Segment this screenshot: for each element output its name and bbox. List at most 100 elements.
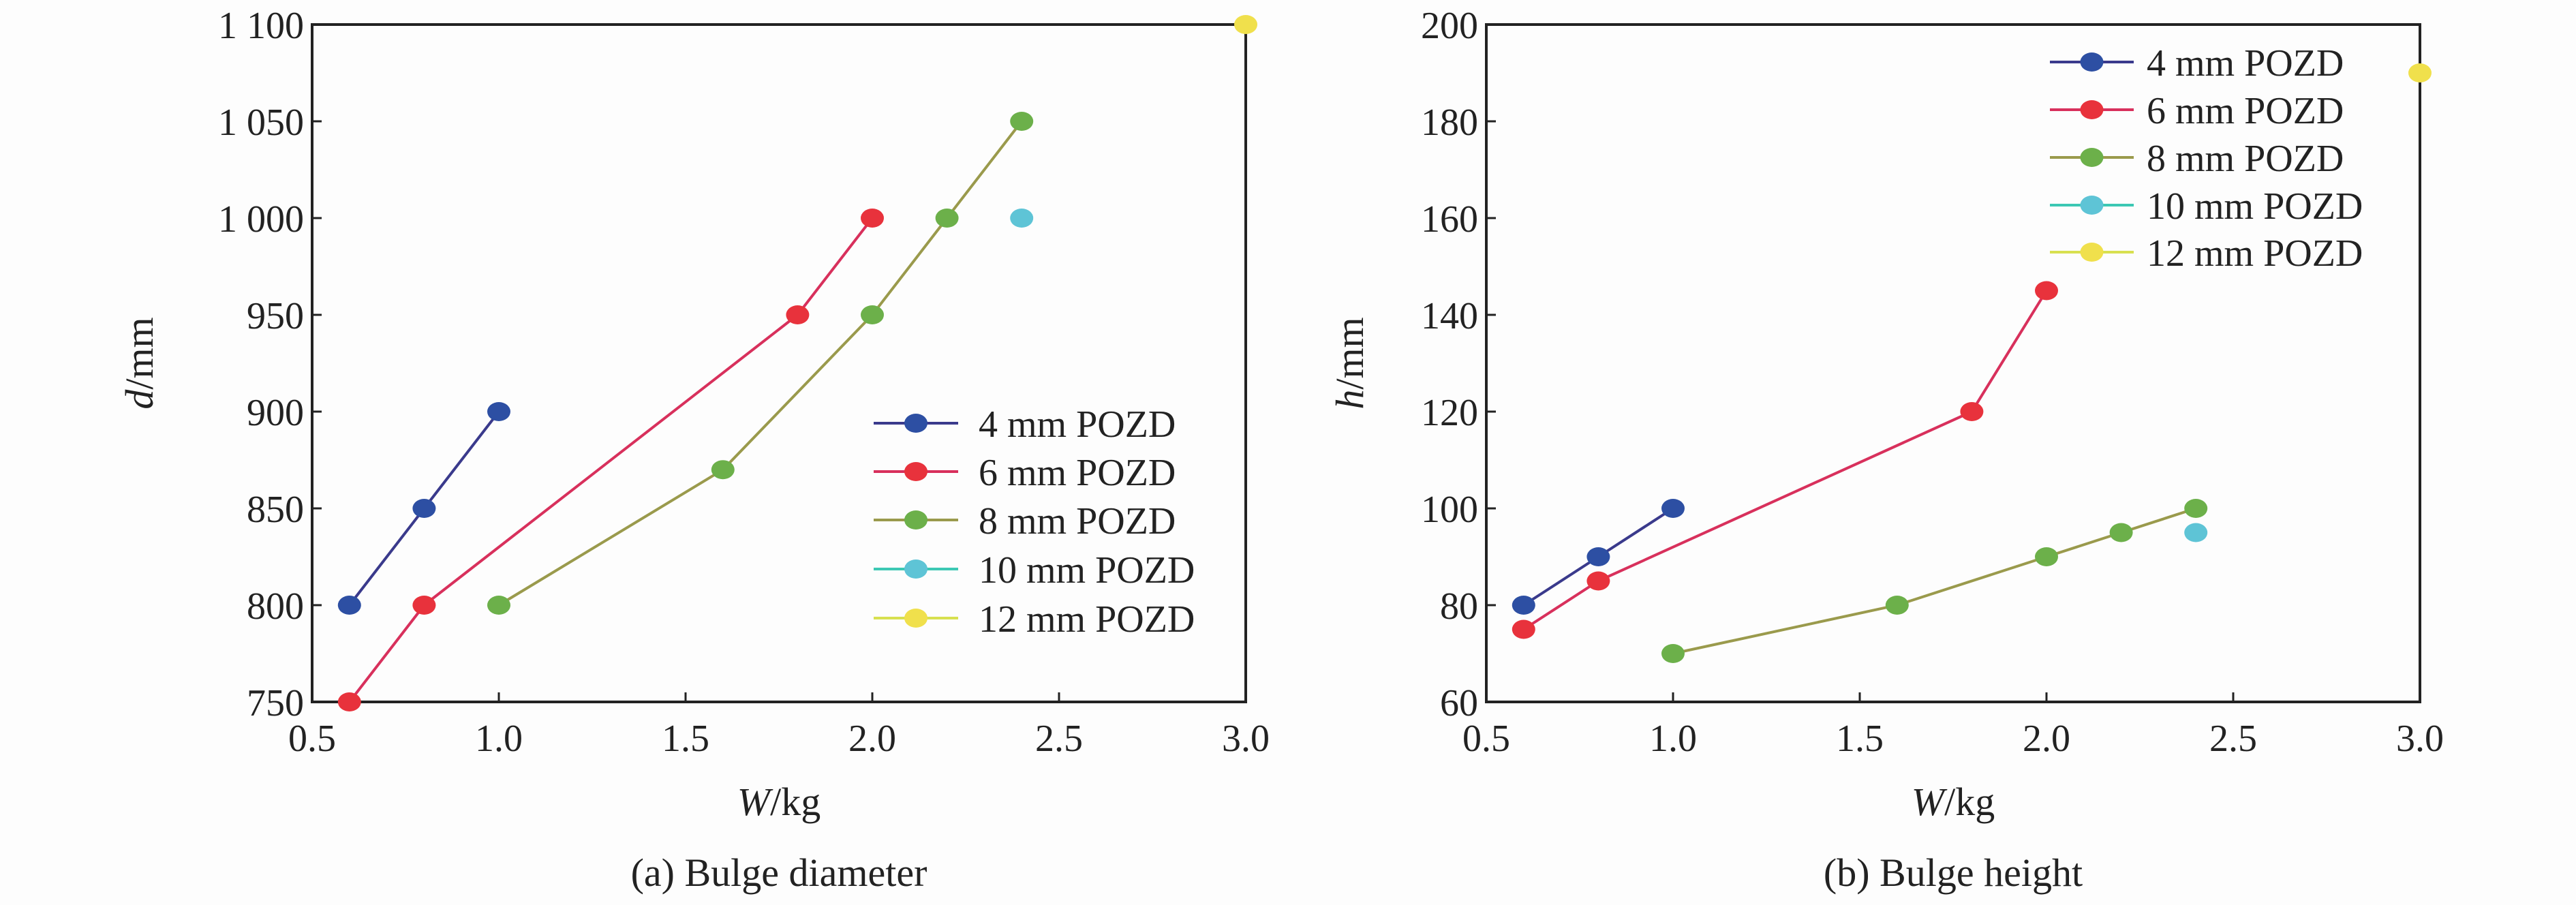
x-axis-label-var: W — [737, 780, 773, 824]
legend-item: 4 mm POZD — [2050, 42, 2344, 85]
legend-label: 4 mm POZD — [2147, 42, 2344, 85]
data-point — [2109, 523, 2133, 542]
chart-panel-a: 0.5 1.0 1.5 2.0 2.5 3.0 750 800 850 900 950 1 000 1 … — [117, 5, 1270, 895]
legend-marker — [2080, 196, 2104, 215]
series-4-mm-pozd — [1512, 499, 1685, 615]
x-axis-label: W/kg — [1912, 780, 1995, 824]
y-tick-label: 1 050 — [218, 102, 304, 144]
data-point — [2035, 281, 2058, 301]
data-point — [2408, 63, 2432, 82]
data-point — [786, 305, 810, 324]
legend-item: 8 mm POZD — [2050, 138, 2344, 180]
x-tick-label: 2.5 — [1035, 718, 1083, 760]
legend-marker — [2080, 100, 2104, 119]
data-point — [1586, 571, 1610, 591]
legend-label: 6 mm POZD — [2147, 90, 2344, 132]
data-point — [1010, 112, 1034, 131]
series-line — [1522, 290, 2048, 631]
legend-label: 12 mm POZD — [2147, 232, 2363, 275]
data-point — [2184, 499, 2208, 518]
legend-marker — [2080, 243, 2104, 262]
data-point — [487, 402, 510, 421]
legend-item: 4 mm POZD — [874, 403, 1176, 446]
legend-label: 4 mm POZD — [979, 403, 1176, 446]
data-point — [1661, 644, 1685, 663]
legend-marker — [904, 510, 927, 530]
data-point — [412, 499, 436, 518]
y-tick-label: 1 000 — [218, 198, 304, 241]
y-axis-label-var: h — [1328, 390, 1372, 410]
data-point — [487, 596, 510, 615]
legend-marker — [2080, 148, 2104, 167]
series-6-mm-pozd — [337, 209, 884, 711]
plot-frame — [1485, 23, 2421, 703]
x-tick-label: 1.0 — [475, 718, 523, 760]
series-10-mm-pozd — [2184, 523, 2208, 542]
legend-label: 8 mm POZD — [2147, 138, 2344, 180]
legend-item: 10 mm POZD — [2050, 185, 2363, 228]
data-point — [861, 209, 884, 228]
series-12-mm-pozd — [1234, 15, 1257, 34]
legend-label: 12 mm POZD — [979, 598, 1195, 641]
x-tick-label: 3.0 — [2396, 718, 2444, 760]
y-tick-label: 140 — [1421, 295, 1478, 337]
y-axis-label: h/mm — [1328, 317, 1372, 409]
series-8-mm-pozd — [487, 112, 1034, 615]
legend-item: 6 mm POZD — [874, 452, 1176, 494]
data-point — [1661, 499, 1685, 518]
series-8-mm-pozd — [1661, 499, 2208, 663]
y-tick-label: 200 — [1421, 5, 1478, 47]
y-tick-label: 900 — [247, 392, 304, 434]
data-point — [861, 305, 884, 324]
data-point — [1234, 15, 1257, 34]
plot-frame — [311, 23, 1247, 703]
data-point — [1010, 209, 1034, 228]
data-point — [935, 209, 959, 228]
x-axis-label-unit: /kg — [770, 780, 821, 824]
legend-label: 6 mm POZD — [979, 452, 1176, 494]
legend-item: 6 mm POZD — [2050, 90, 2344, 132]
series-line — [348, 217, 874, 703]
legend-label: 8 mm POZD — [979, 500, 1176, 542]
y-axis-label-unit: /mm — [1328, 317, 1372, 389]
data-point — [1885, 596, 1909, 615]
x-tick-label: 2.5 — [2209, 718, 2257, 760]
y-tick-label: 800 — [247, 585, 304, 628]
data-point — [1512, 596, 1535, 615]
x-axis-label-unit: /kg — [1944, 780, 1995, 824]
data-point — [337, 596, 361, 615]
x-axis-label: W/kg — [737, 780, 821, 824]
series-6-mm-pozd — [1512, 281, 2058, 639]
y-tick-label: 750 — [247, 682, 304, 724]
series-4-mm-pozd — [337, 402, 510, 615]
y-axis-label-unit: /mm — [117, 317, 162, 389]
x-tick-label: 3.0 — [1222, 718, 1270, 760]
panel-caption: (a) Bulge diameter — [631, 850, 927, 895]
y-tick-label: 120 — [1421, 392, 1478, 434]
legend-marker — [904, 414, 927, 433]
data-point — [1586, 547, 1610, 566]
legend-label: 10 mm POZD — [979, 549, 1195, 592]
data-point — [2035, 547, 2058, 566]
y-axis-label-var: d — [117, 389, 162, 410]
panel-caption: (b) Bulge height — [1824, 850, 2083, 895]
legend-label: 10 mm POZD — [2147, 185, 2363, 228]
y-tick-label: 160 — [1421, 198, 1478, 241]
data-point — [2184, 523, 2208, 542]
y-tick-label: 80 — [1440, 585, 1478, 628]
x-tick-label: 0.5 — [1462, 718, 1510, 760]
legend-marker — [904, 462, 927, 481]
data-point — [1512, 619, 1535, 639]
data-point — [711, 460, 735, 480]
x-tick-label: 0.5 — [288, 718, 336, 760]
series-10-mm-pozd — [1010, 209, 1034, 228]
y-tick-label: 850 — [247, 489, 304, 531]
x-tick-label: 1.0 — [1649, 718, 1697, 760]
y-tick-label: 950 — [247, 295, 304, 337]
x-tick-label: 2.0 — [848, 718, 896, 760]
x-axis-label-var: W — [1912, 780, 1948, 824]
legend-marker — [904, 609, 927, 628]
y-tick-label: 1 100 — [218, 5, 304, 47]
y-tick-label: 60 — [1440, 682, 1478, 724]
